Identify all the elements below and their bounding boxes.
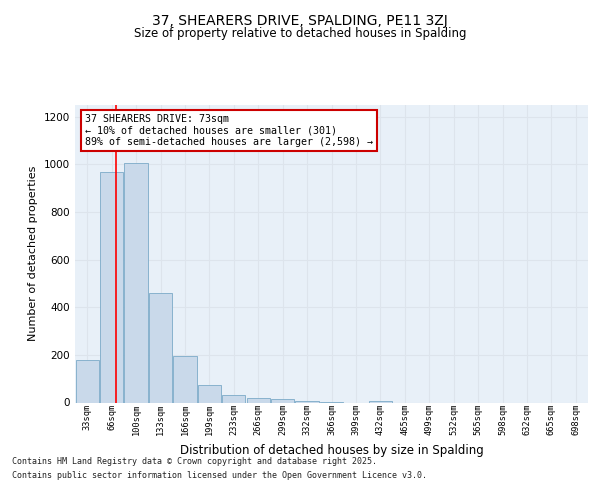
Bar	[149, 293, 172, 403]
Text: Contains HM Land Registry data © Crown copyright and database right 2025.: Contains HM Land Registry data © Crown c…	[12, 458, 377, 466]
Bar	[173, 356, 197, 403]
Bar	[100, 172, 123, 402]
Text: 37, SHEARERS DRIVE, SPALDING, PE11 3ZJ: 37, SHEARERS DRIVE, SPALDING, PE11 3ZJ	[152, 14, 448, 28]
Bar	[247, 398, 270, 402]
Text: Contains public sector information licensed under the Open Government Licence v3: Contains public sector information licen…	[12, 471, 427, 480]
Text: Size of property relative to detached houses in Spalding: Size of property relative to detached ho…	[134, 28, 466, 40]
Bar	[124, 164, 148, 402]
Text: 37 SHEARERS DRIVE: 73sqm
← 10% of detached houses are smaller (301)
89% of semi-: 37 SHEARERS DRIVE: 73sqm ← 10% of detach…	[85, 114, 373, 147]
X-axis label: Distribution of detached houses by size in Spalding: Distribution of detached houses by size …	[179, 444, 484, 456]
Y-axis label: Number of detached properties: Number of detached properties	[28, 166, 38, 342]
Bar	[198, 384, 221, 402]
Bar	[271, 399, 294, 402]
Bar	[76, 360, 99, 403]
Bar	[222, 396, 245, 402]
Bar	[295, 400, 319, 402]
